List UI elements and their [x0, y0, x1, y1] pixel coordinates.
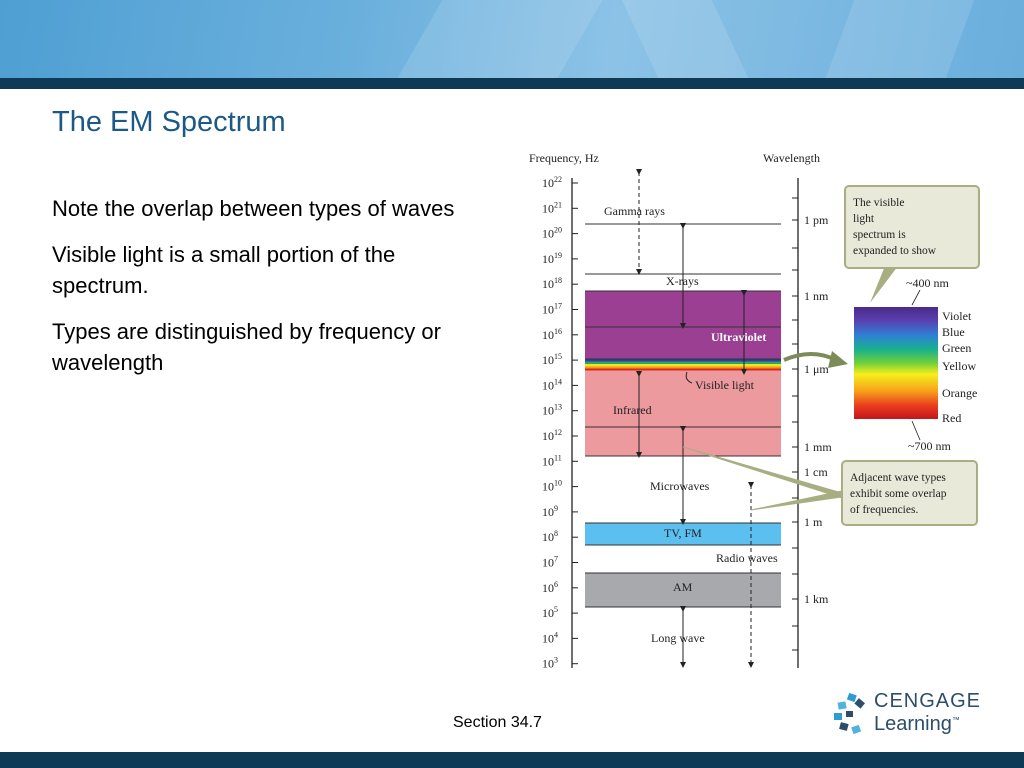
expand-arrow: [783, 352, 837, 362]
frequency-tick-label: 1010: [542, 479, 562, 494]
frequency-tick-label: 105: [542, 605, 558, 620]
bullet-item: Note the overlap between types of waves: [52, 196, 455, 221]
footer-divider: [0, 752, 1024, 768]
frequency-tick-label: 106: [542, 580, 558, 595]
header-divider: [0, 78, 1024, 89]
callout-visible-line: The visible: [853, 197, 904, 209]
frequency-tick-label: 1013: [542, 403, 562, 418]
long-wave-label: Long wave: [651, 631, 705, 645]
frequency-tick-label: 1020: [542, 226, 562, 241]
infrared-label: Infrared: [613, 403, 652, 417]
wavelength-tick-label-pm: 1 pm: [804, 213, 829, 227]
wavelength-tick-label-nm: 1 nm: [804, 289, 829, 303]
am-label: AM: [673, 580, 693, 594]
frequency-tick-label: 103: [542, 656, 558, 671]
frequency-tick-label: 109: [542, 504, 558, 519]
frequency-axis-label: Frequency, Hz: [529, 151, 599, 165]
visible-light-callout: The visible light spectrum is expanded t…: [844, 185, 980, 303]
frequency-tick-label: 1019: [542, 251, 562, 266]
x-rays-label: X-rays: [666, 274, 699, 288]
wavelength-tick-label-mm: 1 mm: [804, 440, 832, 454]
wavelength-tick-label-m: 1 m: [804, 515, 823, 529]
callout-overlap-line: of frequencies.: [850, 504, 918, 516]
frequency-tick-label: 107: [542, 555, 558, 570]
callout-visible-line: expanded to show: [853, 245, 937, 257]
cengage-logo: CENGAGE Learning™: [832, 690, 982, 740]
frequency-tick-label: 1014: [542, 377, 562, 392]
color-label-yellow: Yellow: [942, 359, 976, 373]
gamma-rays-label: Gamma rays: [604, 204, 665, 218]
logo-text-learning: Learning™: [874, 713, 960, 735]
ultraviolet-label: Ultraviolet: [711, 330, 766, 344]
visible-spectrum-expanded: [854, 307, 938, 419]
tv-fm-band: [585, 523, 781, 545]
svg-text:The visible light: The visible light spectrum is expanded t…: [853, 197, 937, 257]
callout-overlap-line: Adjacent wave types: [850, 472, 946, 484]
range-arrows: [636, 169, 754, 668]
frequency-tick-label: 1016: [542, 327, 562, 342]
em-spectrum-diagram: Frequency, Hz Wavelength 1022 1021 1020 101…: [529, 151, 980, 671]
top-bound-leader: [911, 289, 921, 306]
callout-overlap-line: exhibit some overlap: [850, 488, 947, 500]
wavelength-axis-label: Wavelength: [763, 151, 820, 165]
visible-bottom-bound: ~700 nm: [908, 439, 951, 453]
visible-top-bound: ~400 nm: [906, 276, 949, 290]
frequency-tick-label: 1021: [542, 200, 562, 215]
tv-fm-label: TV, FM: [664, 526, 702, 540]
radio-waves-label: Radio waves: [716, 551, 778, 565]
microwaves-label: Microwaves: [650, 479, 710, 493]
visible-light-band: [585, 359, 781, 371]
bullet-item: Types are distinguished by frequency or …: [52, 319, 441, 375]
logo-text-cengage: CENGAGE: [874, 690, 982, 712]
frequency-tick-label: 1012: [542, 428, 562, 443]
frequency-tick-label: 1015: [542, 352, 562, 367]
color-label-orange: Orange: [942, 386, 977, 400]
visible-light-label: Visible light: [695, 378, 755, 392]
frequency-tick-label: 1022: [542, 175, 562, 190]
overlap-callout: Adjacent wave types exhibit some overlap…: [682, 446, 978, 526]
section-footer: Section 34.7: [453, 714, 542, 731]
slide-title: The EM Spectrum: [52, 106, 286, 138]
expand-arrow-head: [828, 351, 848, 368]
wavelength-tick-label-um: 1 μm: [804, 362, 829, 376]
wavelength-tick-label-cm: 1 cm: [804, 465, 828, 479]
wavelength-tick-group: 1 pm 1 nm 1 μm 1 mm 1 cm 1 m 1 km: [792, 197, 832, 651]
frequency-tick-label: 1017: [542, 302, 562, 317]
color-label-blue: Blue: [942, 325, 965, 339]
visible-light-pointer: [685, 371, 693, 384]
svg-text:Adjacent wave types exhi: Adjacent wave types exhibit some overlap…: [850, 472, 949, 516]
bullet-list: Note the overlap between types of waves …: [52, 193, 482, 393]
header-banner: [0, 0, 1024, 78]
color-label-violet: Violet: [942, 309, 972, 323]
color-label-red: Red: [942, 411, 961, 425]
bottom-bound-leader: [911, 420, 921, 441]
callout-visible-line: spectrum is: [853, 229, 906, 241]
frequency-tick-label: 104: [542, 630, 558, 645]
bullet-item: Visible light is a small portion of the …: [52, 242, 396, 298]
frequency-tick-label: 1011: [542, 453, 562, 468]
cengage-logo-icon: [834, 692, 865, 735]
frequency-tick-label: 108: [542, 529, 558, 544]
color-label-green: Green: [942, 341, 971, 355]
frequency-tick-label: 1018: [542, 276, 562, 291]
frequency-tick-group: 1022 1021 1020 1019 1018 1017 1016 1015 1014 1013…: [542, 175, 578, 671]
callout-visible-line: light: [853, 213, 875, 225]
wavelength-tick-label-km: 1 km: [804, 592, 829, 606]
